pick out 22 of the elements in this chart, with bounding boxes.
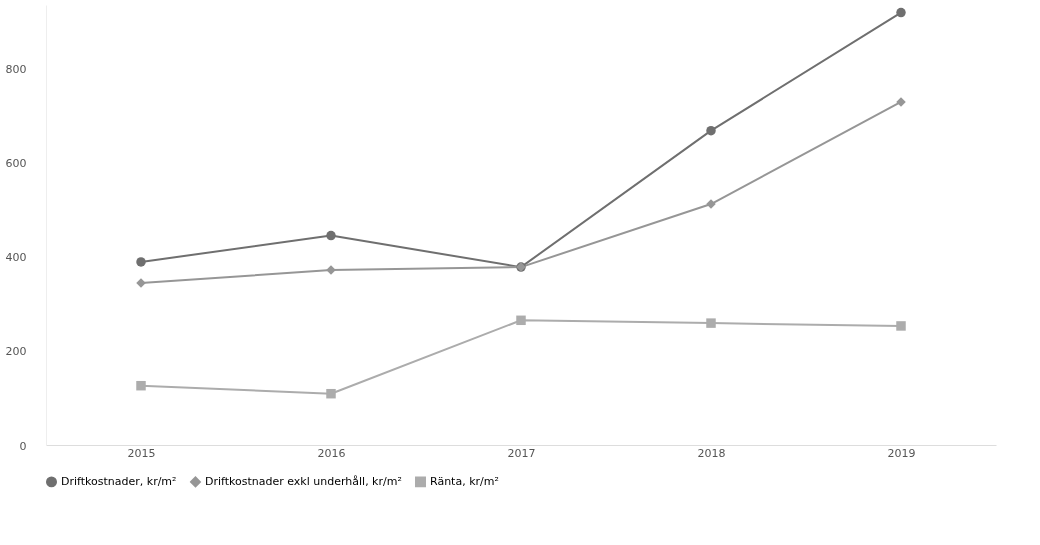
y-tick-label: 600 (5, 157, 27, 171)
y-tick-label: 800 (5, 63, 27, 77)
point (326, 230, 336, 241)
x-tick-label: 2019 (887, 446, 916, 460)
legend-label: Ränta, kr/m² (430, 474, 499, 488)
y-tick-label: 0 (19, 439, 27, 453)
point (706, 318, 716, 328)
x-tick-label: 2015 (127, 446, 156, 460)
point (136, 257, 146, 267)
point (896, 321, 906, 331)
point (136, 380, 146, 391)
legend-label: Driftkostnader, kr/m² (61, 474, 177, 488)
y-tick-label: 200 (5, 345, 27, 359)
x-tick-label: 2018 (697, 446, 726, 460)
point (896, 7, 906, 18)
y-tick-label: 400 (5, 251, 27, 265)
point (706, 125, 716, 136)
point (516, 315, 526, 326)
point (326, 388, 336, 399)
x-tick-label: 2017 (507, 446, 536, 460)
x-tick-label: 2016 (317, 446, 346, 460)
legend-label: Driftkostnader exkl underhåll, kr/m² (205, 474, 402, 488)
